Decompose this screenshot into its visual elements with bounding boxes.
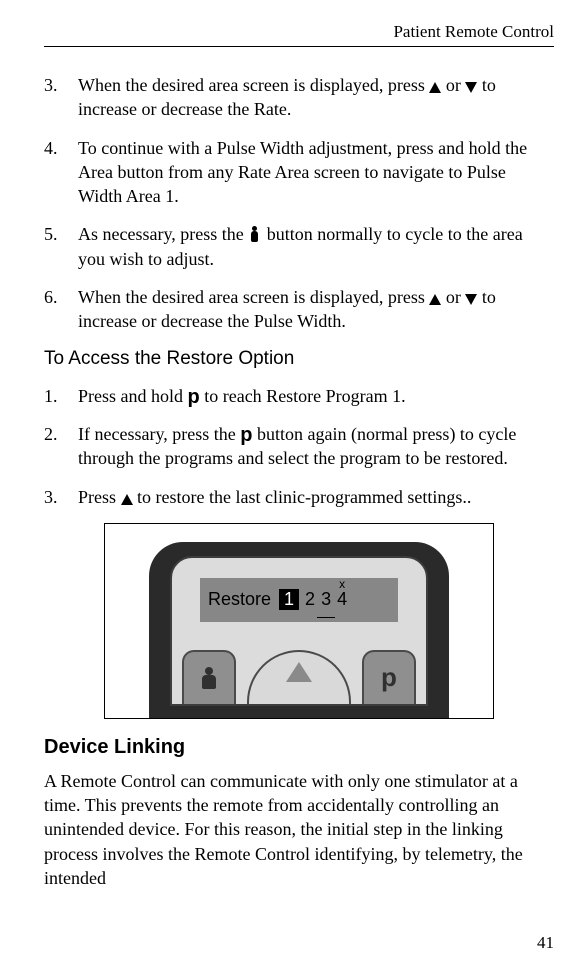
screen-label: Restore <box>208 589 271 610</box>
step-text: When the desired area screen is displaye… <box>78 285 554 334</box>
header-rule <box>44 46 554 47</box>
strike-icon <box>317 617 335 618</box>
step-num: 2. <box>44 422 78 471</box>
section-device-linking: Device Linking <box>44 736 554 759</box>
list-restore: 1. Press and hold p to reach Restore Pro… <box>44 384 554 509</box>
device-area-button <box>182 650 236 704</box>
prog-digit: 4 <box>337 589 347 609</box>
step-num: 3. <box>44 73 78 122</box>
program-2: 2 <box>305 590 315 610</box>
down-arrow-icon <box>465 294 477 305</box>
step-3: 3. When the desired area screen is displ… <box>44 73 554 122</box>
step-text: If necessary, press the p button again (… <box>78 422 554 471</box>
step-text: As necessary, press the button normally … <box>78 222 554 271</box>
program-1: 1 <box>279 589 299 610</box>
device-p-button: p <box>362 650 416 704</box>
person-icon <box>200 667 218 689</box>
area-button-icon <box>248 226 262 242</box>
program-3: 3 <box>321 590 331 610</box>
step-text: When the desired area screen is displaye… <box>78 73 554 122</box>
device-up-button <box>247 650 351 704</box>
p-button-icon: p <box>188 386 200 408</box>
text-frag: to reach Restore Program 1. <box>200 386 406 406</box>
text-frag: or <box>441 75 465 95</box>
device-button-row: p <box>172 650 426 704</box>
page-number: 41 <box>537 933 554 953</box>
program-numbers: 1 2 3 4x <box>279 589 347 610</box>
text-frag: When the desired area screen is displaye… <box>78 287 429 307</box>
text-frag: When the desired area screen is displaye… <box>78 75 429 95</box>
remote-device: Restore 1 2 3 4x p <box>149 542 449 719</box>
step-4: 4. To continue with a Pulse Width adjust… <box>44 136 554 209</box>
text-frag: to restore the last clinic-programmed se… <box>133 487 472 507</box>
step-num: 3. <box>44 485 78 509</box>
step-6: 6. When the desired area screen is displ… <box>44 285 554 334</box>
step-num: 5. <box>44 222 78 271</box>
restore-step-1: 1. Press and hold p to reach Restore Pro… <box>44 384 554 408</box>
text-frag: Press and hold <box>78 386 188 406</box>
step-num: 4. <box>44 136 78 209</box>
running-head: Patient Remote Control <box>44 22 554 42</box>
step-num: 6. <box>44 285 78 334</box>
step-num: 1. <box>44 384 78 408</box>
linking-paragraph: A Remote Control can communicate with on… <box>44 769 554 890</box>
step-text: To continue with a Pulse Width adjustmen… <box>78 136 554 209</box>
list-rate-pw: 3. When the desired area screen is displ… <box>44 73 554 334</box>
up-arrow-icon <box>429 294 441 305</box>
text-frag: Press <box>78 487 121 507</box>
step-text: Press to restore the last clinic-program… <box>78 485 554 509</box>
text-frag: or <box>441 287 465 307</box>
subhead-restore: To Access the Restore Option <box>44 348 554 370</box>
restore-step-2: 2. If necessary, press the p button agai… <box>44 422 554 471</box>
device-face: Restore 1 2 3 4x p <box>170 556 428 706</box>
up-arrow-icon <box>286 662 312 682</box>
prog-digit: 3 <box>321 589 331 609</box>
text-frag: As necessary, press the <box>78 224 248 244</box>
p-button-icon: p <box>240 424 252 446</box>
up-arrow-icon <box>429 82 441 93</box>
p-icon: p <box>381 662 397 693</box>
text-frag: If necessary, press the <box>78 424 240 444</box>
down-arrow-icon <box>465 82 477 93</box>
device-screen: Restore 1 2 3 4x <box>200 578 398 622</box>
up-arrow-icon <box>121 494 133 505</box>
program-4: 4x <box>337 590 347 610</box>
figure-restore: Restore 1 2 3 4x p <box>44 523 554 724</box>
restore-step-3: 3. Press to restore the last clinic-prog… <box>44 485 554 509</box>
step-text: Press and hold p to reach Restore Progra… <box>78 384 554 408</box>
page: Patient Remote Control 3. When the desir… <box>0 0 586 973</box>
x-icon: x <box>339 578 345 590</box>
figure-frame: Restore 1 2 3 4x p <box>104 523 494 719</box>
step-5: 5. As necessary, press the button normal… <box>44 222 554 271</box>
